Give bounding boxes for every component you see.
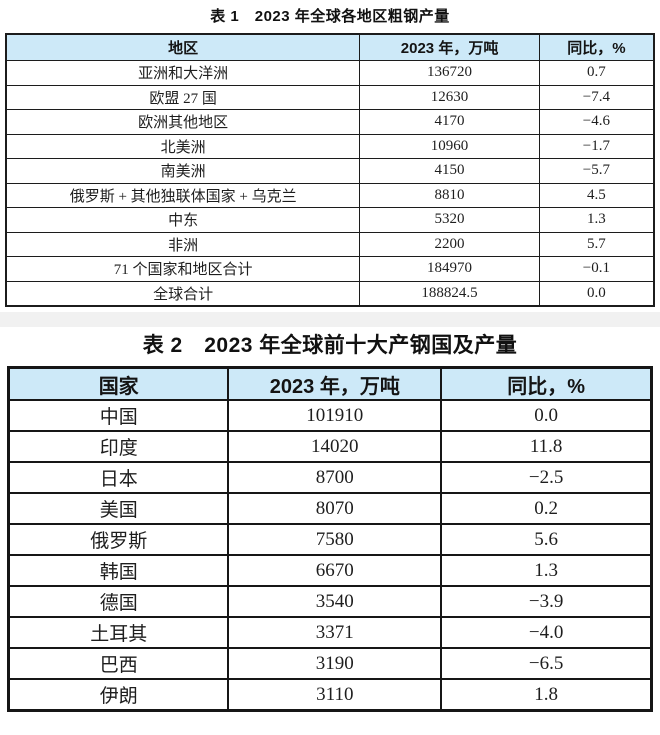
table2-body: 中国 101910 0.0 印度 14020 11.8 日本 8700 −2.5 美国 8070 0.…: [7, 399, 653, 712]
table2-col-yoy: 同比，%: [440, 366, 653, 401]
table2-row: 韩国 6670 1.3: [7, 554, 653, 587]
yoy-cell: −4.0: [440, 616, 653, 649]
output-cell: 3110: [227, 678, 443, 712]
table2-row: 中国 101910 0.0: [7, 399, 653, 432]
table1-title: 表 1 2023 年全球各地区粗钢产量: [210, 8, 450, 25]
table2-row: 巴西 3190 −6.5: [7, 647, 653, 680]
output-cell: 14020: [227, 430, 443, 463]
output-cell: 10960: [359, 133, 540, 159]
output-cell: 7580: [227, 523, 443, 556]
table1-row: 欧洲其他地区 4170 −4.6: [5, 109, 655, 135]
region-cell: 欧洲其他地区: [5, 109, 361, 135]
region-cell: 欧盟 27 国: [5, 84, 361, 110]
country-cell: 日本: [7, 461, 230, 494]
yoy-cell: 5.7: [538, 231, 655, 257]
table1-regions: 地区 2023 年，万吨 同比，% 亚洲和大洋洲 136720 0.7 欧盟 27 国…: [5, 33, 655, 307]
table2-row: 俄罗斯 7580 5.6: [7, 523, 653, 556]
country-cell: 伊朗: [7, 678, 230, 712]
table1-row: 全球合计 188824.5 0.0: [5, 280, 655, 307]
yoy-cell: −2.5: [440, 461, 653, 494]
region-cell: 俄罗斯 + 其他独联体国家 + 乌克兰: [5, 182, 361, 208]
yoy-cell: 11.8: [440, 430, 653, 463]
country-cell: 土耳其: [7, 616, 230, 649]
region-cell: 中东: [5, 207, 361, 233]
region-cell: 北美洲: [5, 133, 361, 159]
output-cell: 4150: [359, 158, 540, 184]
output-cell: 3540: [227, 585, 443, 618]
table2-row: 美国 8070 0.2: [7, 492, 653, 525]
yoy-cell: 1.3: [440, 554, 653, 587]
output-cell: 6670: [227, 554, 443, 587]
yoy-cell: −0.1: [538, 256, 655, 282]
region-cell: 全球合计: [5, 280, 361, 307]
output-cell: 5320: [359, 207, 540, 233]
output-cell: 136720: [359, 60, 540, 86]
table1-row: 71 个国家和地区合计 184970 −0.1: [5, 256, 655, 282]
output-cell: 8070: [227, 492, 443, 525]
table2-row: 伊朗 3110 1.8: [7, 678, 653, 712]
table2-countries: 国家 2023 年，万吨 同比，% 中国 101910 0.0 印度 14020 11.8…: [7, 366, 653, 712]
yoy-cell: 0.7: [538, 60, 655, 86]
yoy-cell: 0.0: [538, 280, 655, 307]
region-cell: 亚洲和大洋洲: [5, 60, 361, 86]
table1-row: 北美洲 10960 −1.7: [5, 133, 655, 159]
table2-col-country: 国家: [7, 366, 230, 401]
table1-row: 南美洲 4150 −5.7: [5, 158, 655, 184]
country-cell: 美国: [7, 492, 230, 525]
country-cell: 中国: [7, 399, 230, 432]
table2-row: 印度 14020 11.8: [7, 430, 653, 463]
output-cell: 2200: [359, 231, 540, 257]
output-cell: 3190: [227, 647, 443, 680]
yoy-cell: 1.3: [538, 207, 655, 233]
output-cell: 3371: [227, 616, 443, 649]
table2-row: 德国 3540 −3.9: [7, 585, 653, 618]
section-divider: [0, 312, 660, 327]
table1-row: 欧盟 27 国 12630 −7.4: [5, 84, 655, 110]
yoy-cell: 1.8: [440, 678, 653, 712]
table2-col-output: 2023 年，万吨: [227, 366, 443, 401]
yoy-cell: −4.6: [538, 109, 655, 135]
country-cell: 俄罗斯: [7, 523, 230, 556]
region-cell: 非洲: [5, 231, 361, 257]
table2-row: 土耳其 3371 −4.0: [7, 616, 653, 649]
table2-title: 表 2 2023 年全球前十大产钢国及产量: [142, 334, 518, 357]
country-cell: 韩国: [7, 554, 230, 587]
country-cell: 德国: [7, 585, 230, 618]
yoy-cell: −7.4: [538, 84, 655, 110]
region-cell: 71 个国家和地区合计: [5, 256, 361, 282]
table1-row: 非洲 2200 5.7: [5, 231, 655, 257]
yoy-cell: −5.7: [538, 158, 655, 184]
table2-row: 日本 8700 −2.5: [7, 461, 653, 494]
output-cell: 184970: [359, 256, 540, 282]
output-cell: 188824.5: [359, 280, 540, 307]
table1-row: 俄罗斯 + 其他独联体国家 + 乌克兰 8810 4.5: [5, 182, 655, 208]
yoy-cell: −1.7: [538, 133, 655, 159]
yoy-cell: 4.5: [538, 182, 655, 208]
output-cell: 4170: [359, 109, 540, 135]
yoy-cell: 5.6: [440, 523, 653, 556]
output-cell: 101910: [227, 399, 443, 432]
table1-col-output: 2023 年，万吨: [359, 33, 540, 61]
table1-row: 亚洲和大洋洲 136720 0.7: [5, 60, 655, 86]
table1-col-region: 地区: [5, 33, 361, 61]
yoy-cell: −6.5: [440, 647, 653, 680]
output-cell: 12630: [359, 84, 540, 110]
table1-body: 亚洲和大洋洲 136720 0.7 欧盟 27 国 12630 −7.4 欧洲其他地区 417…: [5, 60, 655, 307]
output-cell: 8810: [359, 182, 540, 208]
country-cell: 印度: [7, 430, 230, 463]
yoy-cell: 0.2: [440, 492, 653, 525]
yoy-cell: 0.0: [440, 399, 653, 432]
table1-col-yoy: 同比，%: [538, 33, 655, 61]
country-cell: 巴西: [7, 647, 230, 680]
region-cell: 南美洲: [5, 158, 361, 184]
table1-row: 中东 5320 1.3: [5, 207, 655, 233]
output-cell: 8700: [227, 461, 443, 494]
yoy-cell: −3.9: [440, 585, 653, 618]
table2-header-row: 国家 2023 年，万吨 同比，%: [7, 366, 653, 401]
table1-header-row: 地区 2023 年，万吨 同比，%: [5, 33, 655, 61]
